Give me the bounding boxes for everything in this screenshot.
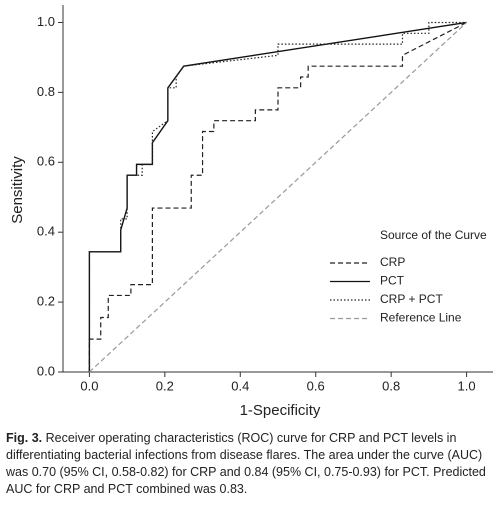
roc-curve [88,22,468,373]
roc-curve [88,21,467,372]
x-tick-label: 0.6 [307,378,325,393]
legend-title: Source of the Curve [380,228,487,242]
legend-label: Reference Line [380,311,462,325]
y-tick-label: 0.4 [37,224,55,239]
roc-curve [88,21,467,372]
x-tick-label: 0.8 [382,378,400,393]
y-tick-label: 0.8 [37,84,55,99]
legend-label: PCT [380,274,405,288]
caption: Fig. 3. Receiver operating characteristi… [6,430,496,498]
x-axis-label: 1-Specificity [240,402,321,419]
legend-label: CRP [380,255,405,269]
x-tick-label: 0.2 [156,378,174,393]
chart: 1-Specificity Sensitivity Source of the … [9,5,493,419]
legend-label: CRP + PCT [380,292,443,306]
y-tick-label: 0.6 [37,154,55,169]
caption-label: Fig. 3. [6,431,43,445]
y-tick-label: 0.0 [37,363,55,378]
caption-text: Receiver operating characteristics (ROC)… [6,431,486,496]
x-tick-label: 1.0 [458,378,476,393]
x-tick-label: 0.4 [231,378,249,393]
y-axis-label: Sensitivity [9,156,26,224]
y-tick-label: 1.0 [37,14,55,29]
y-tick-label: 0.2 [37,294,55,309]
x-tick-label: 0.0 [80,378,98,393]
